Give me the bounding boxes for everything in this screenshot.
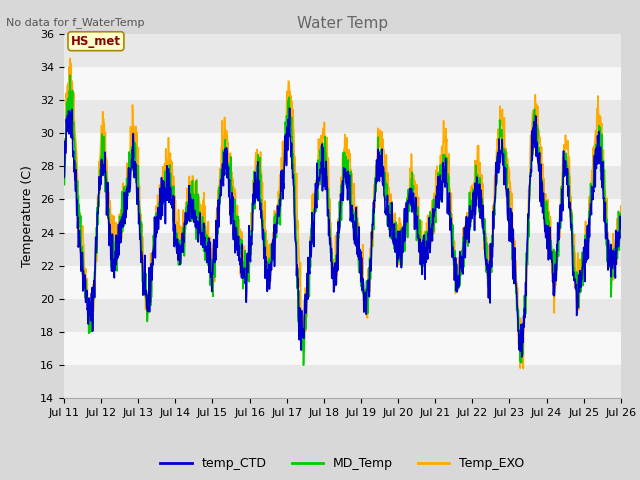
Bar <box>64 166 621 199</box>
Bar <box>64 100 621 133</box>
Y-axis label: Temperature (C): Temperature (C) <box>22 165 35 267</box>
Text: No data for f_WaterTemp: No data for f_WaterTemp <box>6 17 145 28</box>
Bar <box>64 233 621 266</box>
Legend: temp_CTD, MD_Temp, Temp_EXO: temp_CTD, MD_Temp, Temp_EXO <box>156 452 529 475</box>
Bar <box>64 133 621 166</box>
Bar <box>64 199 621 233</box>
Title: Water Temp: Water Temp <box>297 16 388 31</box>
Bar <box>64 67 621 100</box>
Bar <box>64 34 621 67</box>
Bar <box>64 365 621 398</box>
Bar <box>64 299 621 332</box>
Bar <box>64 266 621 299</box>
Text: HS_met: HS_met <box>71 35 121 48</box>
Bar <box>64 332 621 365</box>
